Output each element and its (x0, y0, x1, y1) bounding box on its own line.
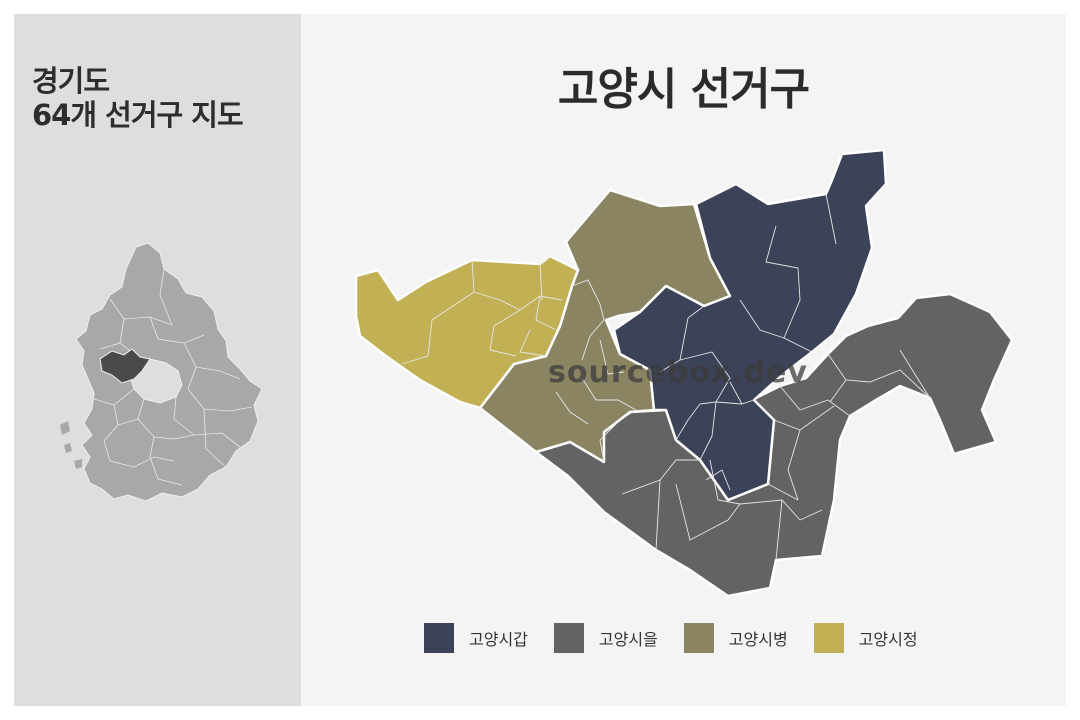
goyang-district-map (354, 148, 1014, 598)
legend-swatch-jeong (813, 623, 844, 653)
legend-label-gap: 고양시갑 (469, 630, 528, 649)
legend-swatch-byeong (683, 623, 714, 653)
goyang-highlight (99, 348, 151, 384)
sidebar-panel: 경기도 64개 선거구 지도 (14, 14, 301, 706)
sidebar-title-line1: 경기도 (32, 64, 110, 98)
legend-swatch-gap (424, 623, 454, 653)
legend-label-eul: 고양시을 (598, 630, 658, 649)
legend-label-byeong: 고양시병 (728, 630, 788, 649)
legend-item-gap: 고양시갑 (424, 623, 528, 653)
district-goyang-gap (612, 148, 888, 502)
sidebar-title-line2: 64개 선거구 지도 (32, 98, 244, 132)
page-title: 고양시 선거구 (557, 64, 810, 115)
district-goyang-jeong (354, 254, 580, 410)
watermark-text: sourcebox.dev (548, 355, 808, 390)
legend-item-eul: 고양시을 (553, 623, 658, 653)
legend-label-jeong: 고양시정 (858, 630, 918, 649)
legend-item-byeong: 고양시병 (683, 623, 788, 653)
legend-swatch-eul (553, 623, 584, 653)
sidebar-title: 경기도 64개 선거구 지도 (32, 64, 244, 132)
province-district-lines (93, 268, 253, 486)
gyeonggi-province-map (60, 242, 263, 502)
map-legend: 고양시갑 고양시을 고양시병 고양시정 (424, 622, 944, 654)
legend-item-jeong: 고양시정 (813, 623, 918, 653)
gyeonggi-province-islands (60, 421, 82, 469)
map-inner-boundaries (401, 193, 931, 561)
